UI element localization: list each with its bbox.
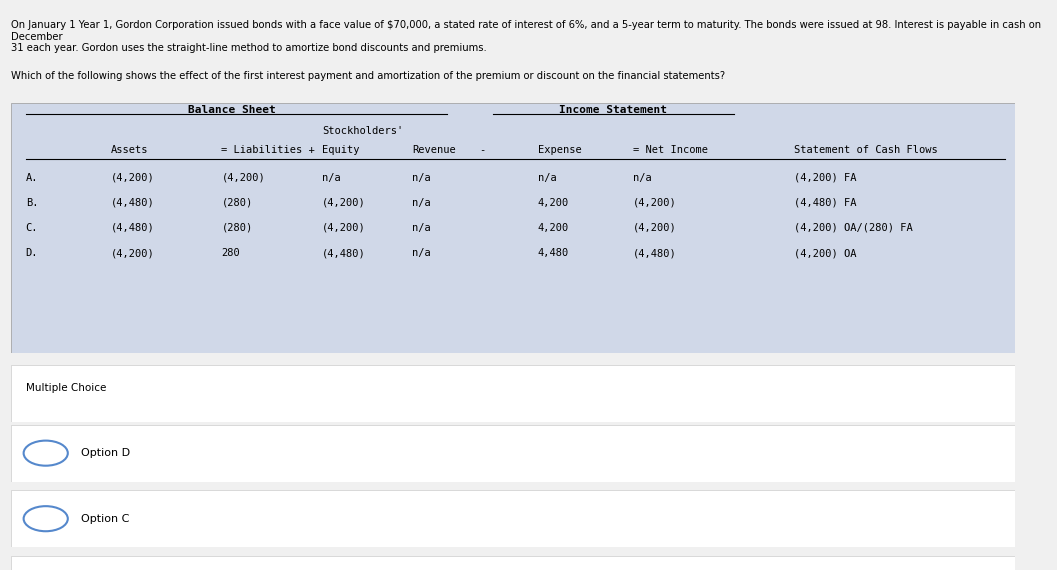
FancyBboxPatch shape — [11, 425, 1015, 482]
FancyBboxPatch shape — [11, 490, 1015, 547]
Text: (280): (280) — [221, 198, 253, 208]
Text: A.: A. — [25, 173, 38, 183]
Text: n/a: n/a — [412, 223, 431, 233]
Text: = Liabilities +: = Liabilities + — [221, 145, 315, 155]
Text: n/a: n/a — [633, 173, 652, 183]
Text: (4,200): (4,200) — [633, 198, 676, 208]
Text: Option D: Option D — [80, 448, 130, 458]
FancyBboxPatch shape — [11, 103, 1015, 353]
Text: n/a: n/a — [412, 198, 431, 208]
Text: Balance Sheet: Balance Sheet — [187, 105, 276, 115]
Text: (4,200): (4,200) — [221, 173, 265, 183]
Text: (4,200): (4,200) — [633, 223, 676, 233]
Text: Stockholders': Stockholders' — [321, 127, 403, 136]
Text: D.: D. — [25, 248, 38, 258]
Text: On January 1 Year 1, Gordon Corporation issued bonds with a face value of $70,00: On January 1 Year 1, Gordon Corporation … — [11, 20, 1041, 53]
Text: (4,480): (4,480) — [111, 198, 154, 208]
Text: (4,200): (4,200) — [111, 173, 154, 183]
FancyBboxPatch shape — [11, 365, 1015, 422]
Text: (4,480): (4,480) — [111, 223, 154, 233]
Text: Statement of Cash Flows: Statement of Cash Flows — [794, 145, 938, 155]
Text: 4,480: 4,480 — [538, 248, 569, 258]
Text: (4,200) FA: (4,200) FA — [794, 173, 856, 183]
Text: (4,200) OA/(280) FA: (4,200) OA/(280) FA — [794, 223, 912, 233]
Text: Which of the following shows the effect of the first interest payment and amorti: Which of the following shows the effect … — [11, 71, 725, 82]
Text: Equity: Equity — [321, 145, 359, 155]
Text: (4,200): (4,200) — [321, 223, 366, 233]
Text: -: - — [480, 145, 485, 155]
Text: n/a: n/a — [412, 248, 431, 258]
Text: (280): (280) — [221, 223, 253, 233]
Text: B.: B. — [25, 198, 38, 208]
Text: n/a: n/a — [538, 173, 556, 183]
Text: C.: C. — [25, 223, 38, 233]
Text: Expense: Expense — [538, 145, 581, 155]
Text: (4,200) OA: (4,200) OA — [794, 248, 856, 258]
Text: n/a: n/a — [321, 173, 340, 183]
FancyBboxPatch shape — [11, 556, 1015, 570]
Text: 4,200: 4,200 — [538, 198, 569, 208]
Text: 280: 280 — [221, 248, 240, 258]
Text: (4,480) FA: (4,480) FA — [794, 198, 856, 208]
Text: Option C: Option C — [80, 514, 129, 524]
Text: Assets: Assets — [111, 145, 148, 155]
Text: n/a: n/a — [412, 173, 431, 183]
Text: (4,480): (4,480) — [633, 248, 676, 258]
Text: Multiple Choice: Multiple Choice — [25, 382, 106, 393]
Text: = Net Income: = Net Income — [633, 145, 708, 155]
Text: Revenue: Revenue — [412, 145, 456, 155]
Text: (4,200): (4,200) — [321, 198, 366, 208]
Text: (4,480): (4,480) — [321, 248, 366, 258]
Text: Income Statement: Income Statement — [559, 105, 667, 115]
Text: (4,200): (4,200) — [111, 248, 154, 258]
Text: 4,200: 4,200 — [538, 223, 569, 233]
